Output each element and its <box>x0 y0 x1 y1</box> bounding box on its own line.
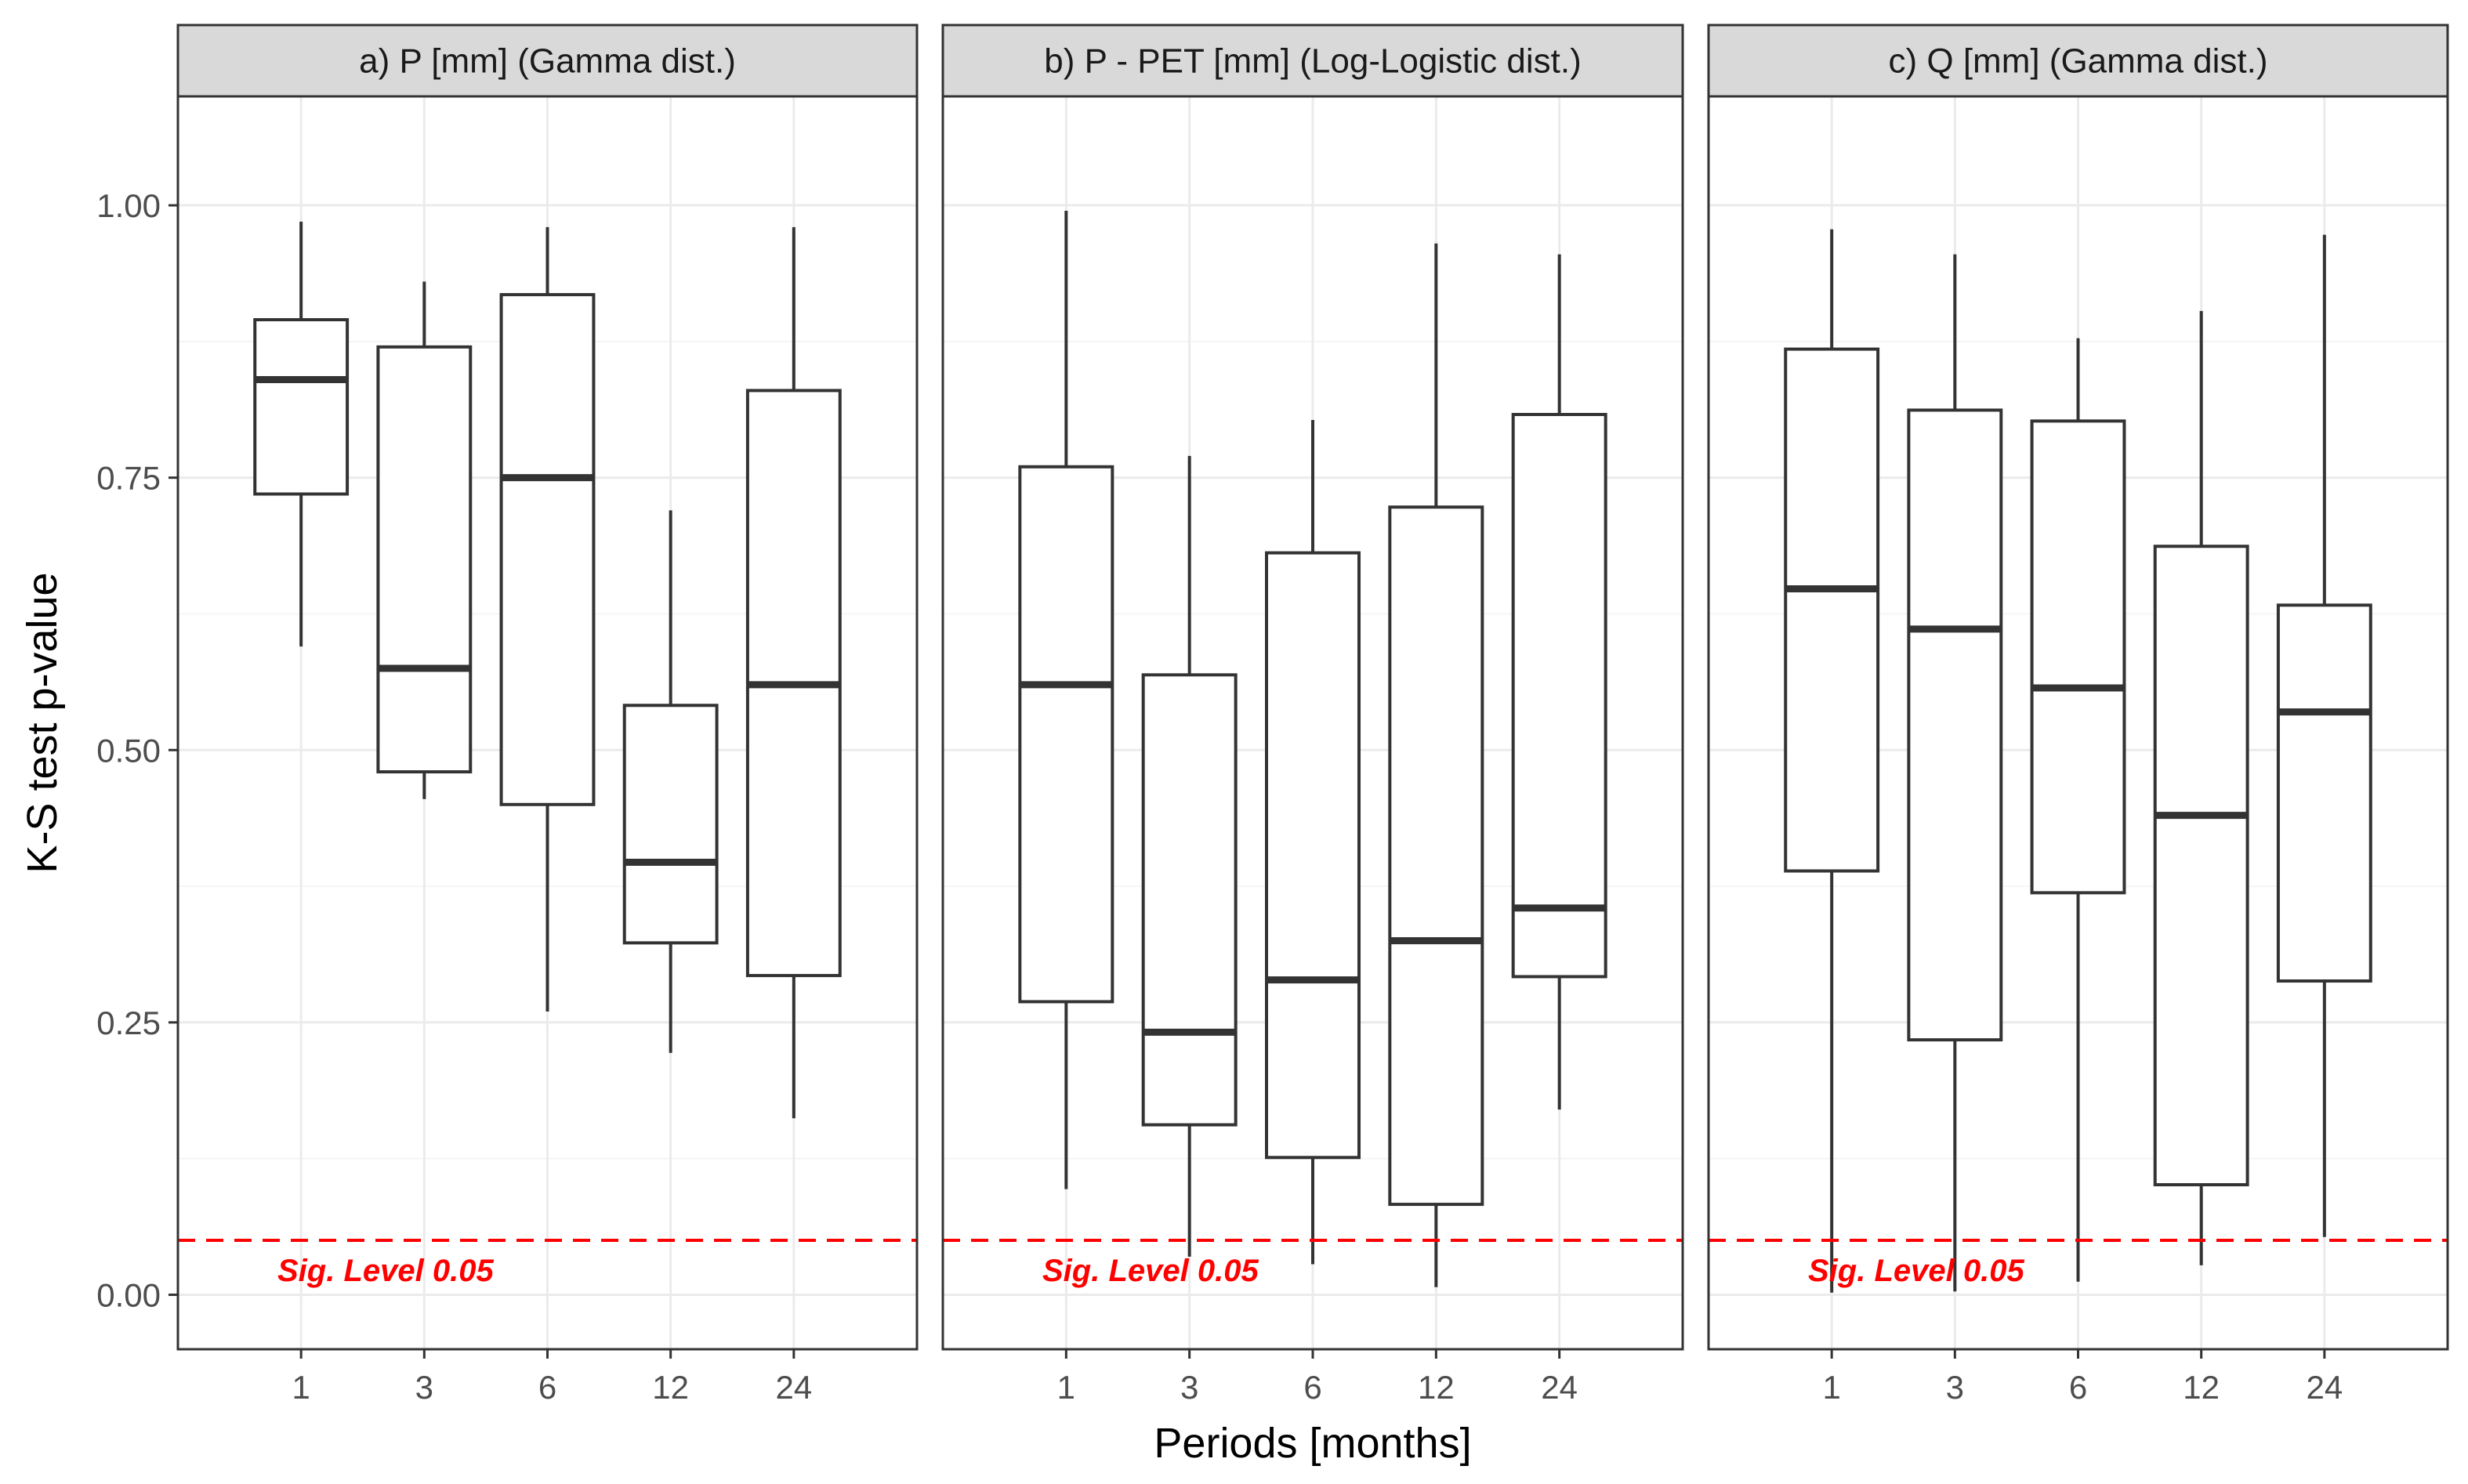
box <box>1511 413 1607 979</box>
box <box>1265 551 1361 1160</box>
box <box>253 318 350 496</box>
y-tick-label: 0.50 <box>96 732 161 769</box>
box <box>376 345 473 774</box>
y-axis-title: K-S test p-value <box>19 572 66 873</box>
box <box>622 704 719 945</box>
facet-title: c) Q [mm] (Gamma dist.) <box>1889 42 2268 81</box>
box <box>2153 545 2249 1187</box>
x-tick-label: 12 <box>652 1369 689 1406</box>
box <box>2276 603 2372 983</box>
facet-title: b) P - PET [mm] (Log-Logistic dist.) <box>1044 42 1581 81</box>
x-tick-label: 6 <box>2069 1369 2087 1406</box>
box <box>1388 505 1484 1207</box>
box <box>1907 408 2003 1042</box>
box <box>499 293 596 806</box>
y-tick-label: 1.00 <box>96 187 161 224</box>
box <box>2030 419 2126 895</box>
x-axis-title: Periods [months] <box>1154 1420 1471 1467</box>
box <box>1141 673 1238 1127</box>
x-tick-label: 3 <box>1180 1369 1198 1406</box>
x-tick-label: 24 <box>775 1369 812 1406</box>
x-tick-label: 1 <box>1057 1369 1075 1406</box>
x-tick-label: 24 <box>2306 1369 2343 1406</box>
significance-label: Sig. Level 0.05 <box>1042 1254 1259 1288</box>
x-tick-label: 6 <box>538 1369 556 1406</box>
x-tick-label: 3 <box>1946 1369 1964 1406</box>
y-tick-label: 0.00 <box>96 1276 161 1313</box>
x-tick-label: 3 <box>415 1369 433 1406</box>
box <box>1018 465 1114 1004</box>
significance-label: Sig. Level 0.05 <box>1808 1254 2024 1288</box>
x-tick-label: 12 <box>2183 1369 2220 1406</box>
x-tick-label: 1 <box>292 1369 310 1406</box>
facet-strip <box>176 24 919 98</box>
x-tick-label: 1 <box>1822 1369 1840 1406</box>
x-tick-label: 6 <box>1303 1369 1321 1406</box>
facet-strip <box>1707 24 2449 98</box>
x-tick-label: 12 <box>1418 1369 1455 1406</box>
box <box>1784 347 1880 873</box>
y-tick-label: 0.75 <box>96 460 161 497</box>
facet-title: a) P [mm] (Gamma dist.) <box>359 42 736 81</box>
x-tick-label: 24 <box>1541 1369 1578 1406</box>
significance-label: Sig. Level 0.05 <box>277 1254 494 1288</box>
y-tick-label: 0.25 <box>96 1004 161 1041</box>
facet-strip <box>941 24 1684 98</box>
